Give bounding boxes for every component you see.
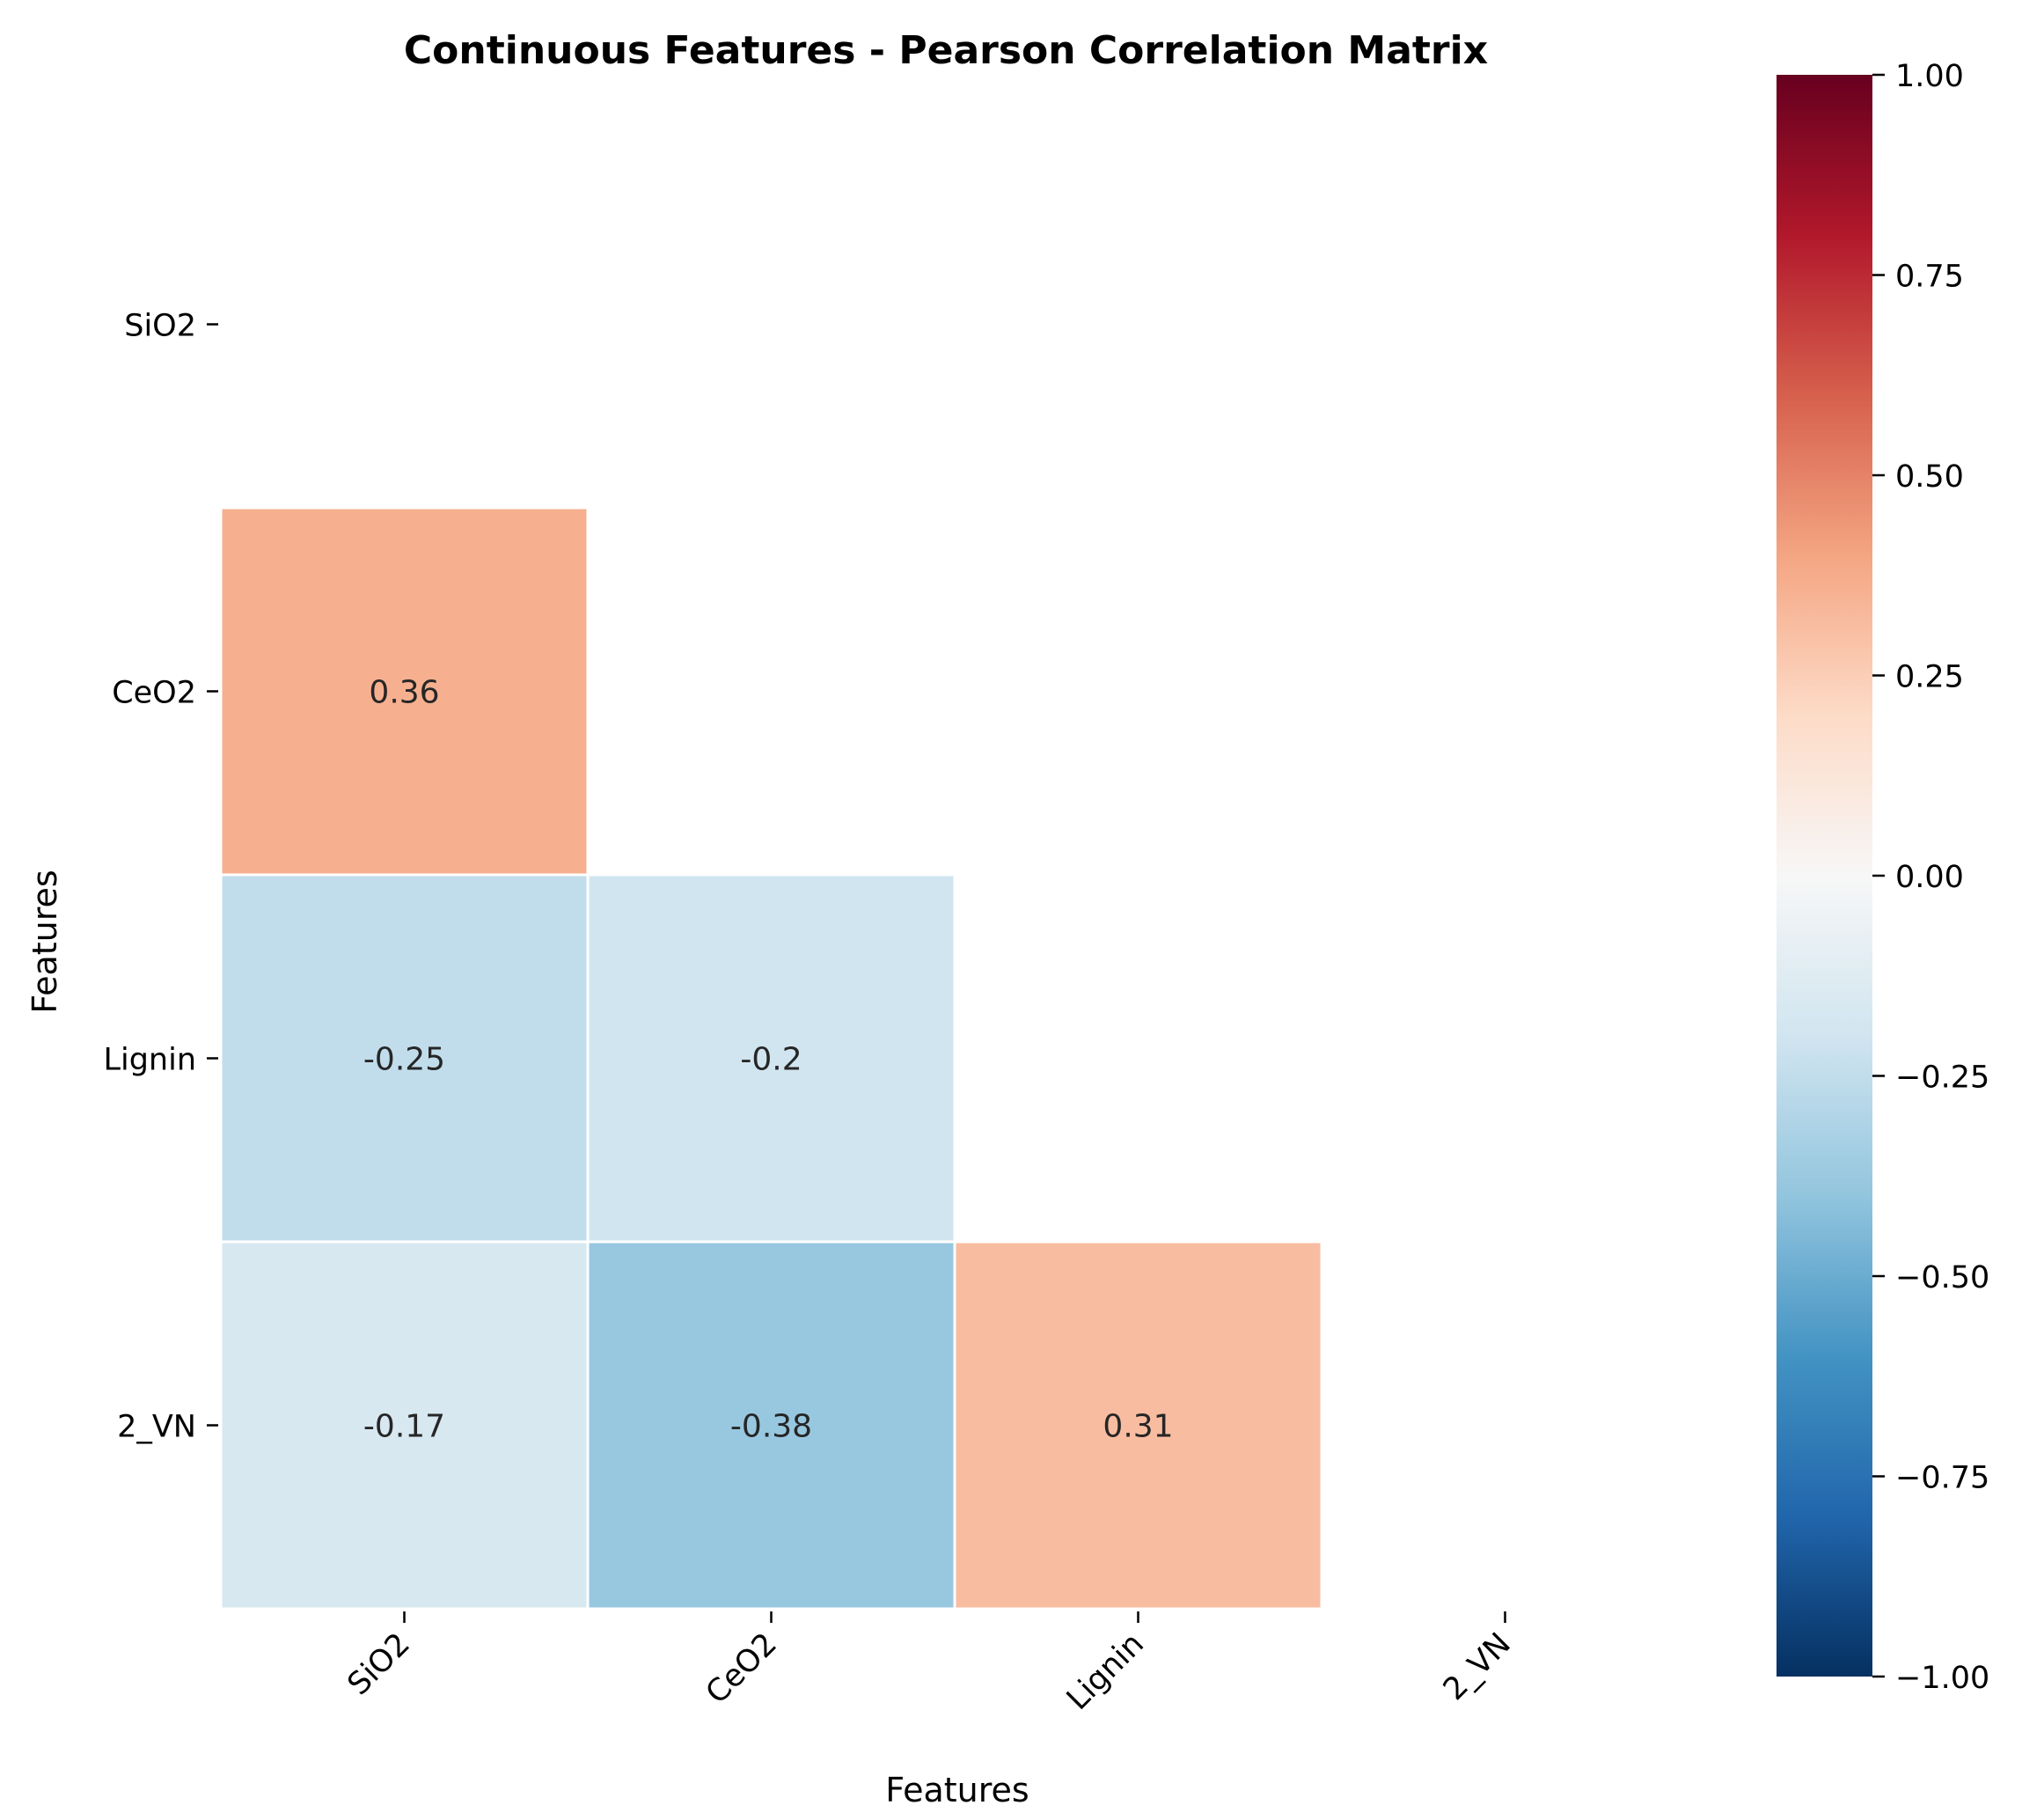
x-tick-label: Lignin [1060,1626,1151,1717]
colorbar-tick-label: 1.00 [1895,59,1964,94]
heatmap-cell [586,873,956,1244]
cell-value-label: -0.25 [363,1042,445,1078]
cell-value-label: 0.31 [1103,1409,1173,1445]
colorbar: 1.00 0.75 0.50 0.25 0.00 −0.25 −0.50 −0.75 −1.00 [1777,59,1989,1696]
y-axis-label: Features [26,870,64,1013]
x-tick-label: CeO2 [700,1626,784,1711]
y-tick-label: CeO2 [112,676,196,711]
colorbar-tick-label: −0.75 [1895,1461,1989,1496]
colorbar-tick-label: 0.00 [1895,860,1964,895]
colorbar-gradient [1777,75,1872,1677]
heatmap-cells: 0.36 -0.25 -0.2 -0.17 -0.38 0.31 [219,506,1323,1611]
colorbar-tick-label: −0.50 [1895,1260,1989,1295]
cell-value-label: -0.38 [730,1409,812,1445]
x-axis-label: Features [885,1771,1029,1809]
y-axis: SiO2 CeO2 Lignin 2_VN [103,309,218,1445]
colorbar-tick-label: −0.25 [1895,1060,1989,1096]
heatmap-cell [953,1240,1323,1611]
x-axis: SiO2 CeO2 Lignin 2_VN [341,1611,1518,1717]
y-tick-label: Lignin [103,1043,196,1078]
heatmap-cell [219,1240,590,1611]
cell-value-label: 0.36 [369,675,439,711]
x-tick-label: 2_VN [1437,1626,1518,1707]
colorbar-tick-label: −1.00 [1895,1661,1989,1696]
heatmap-cell [219,873,590,1244]
colorbar-tick-label: 0.75 [1895,260,1964,295]
colorbar-tick-label: 0.25 [1895,660,1964,695]
x-tick-label: SiO2 [341,1626,417,1702]
y-tick-label: 2_VN [117,1410,196,1445]
heatmap-cell [219,506,590,877]
y-tick-label: SiO2 [124,309,196,344]
chart-title: Continuous Features - Pearson Correlatio… [404,28,1488,73]
colorbar-tick-label: 0.50 [1895,459,1964,495]
heatmap-cell [586,1240,956,1611]
colorbar-ticks: 1.00 0.75 0.50 0.25 0.00 −0.25 −0.50 −0.75 −1.00 [1872,59,1989,1696]
cell-value-label: -0.2 [740,1042,802,1078]
cell-value-label: -0.17 [363,1409,445,1445]
